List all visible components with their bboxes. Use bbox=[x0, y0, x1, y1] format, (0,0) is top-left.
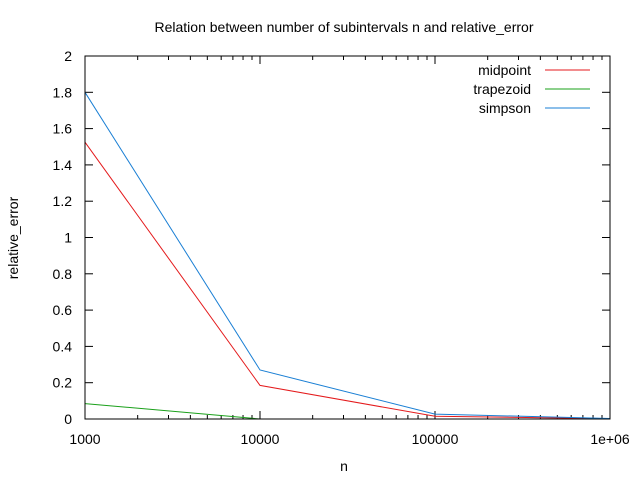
x-tick-label: 1000 bbox=[69, 431, 100, 447]
legend-label-trapezoid: trapezoid bbox=[473, 81, 531, 97]
y-tick-label: 1.2 bbox=[53, 193, 73, 209]
series-line-midpoint bbox=[84, 141, 611, 420]
y-tick-label: 2 bbox=[64, 48, 72, 64]
tick-marks bbox=[84, 55, 611, 420]
legend: midpoint trapezoid simpson bbox=[473, 62, 590, 116]
chart-title: Relation between number of subintervals … bbox=[155, 19, 534, 35]
series-line-trapezoid bbox=[84, 403, 261, 420]
x-axis-label: n bbox=[340, 458, 348, 474]
y-tick-label: 0 bbox=[64, 411, 72, 427]
series-lines bbox=[84, 92, 611, 420]
x-tick-label: 1e+06 bbox=[590, 431, 630, 447]
tick-labels: 0 0.2 0.4 0.6 0.8 1 1.2 1.4 1.6 1.8 2 1000 10000 1000… bbox=[53, 48, 630, 447]
y-tick-label: 0.8 bbox=[53, 266, 73, 282]
y-tick-label: 1.6 bbox=[53, 121, 73, 137]
y-tick-label: 1.4 bbox=[53, 157, 73, 173]
legend-label-simpson: simpson bbox=[479, 100, 531, 116]
y-axis-label: relative_error bbox=[5, 196, 21, 279]
plot-frame bbox=[84, 55, 611, 420]
y-tick-label: 1 bbox=[64, 230, 72, 246]
y-tick-label: 0.4 bbox=[53, 338, 73, 354]
x-tick-label: 10000 bbox=[241, 431, 280, 447]
y-tick-label: 0.6 bbox=[53, 302, 73, 318]
y-tick-label: 1.8 bbox=[53, 84, 73, 100]
y-tick-label: 0.2 bbox=[53, 375, 73, 391]
x-tick-label: 100000 bbox=[412, 431, 459, 447]
series-line-simpson bbox=[84, 92, 611, 419]
legend-label-midpoint: midpoint bbox=[478, 62, 531, 78]
